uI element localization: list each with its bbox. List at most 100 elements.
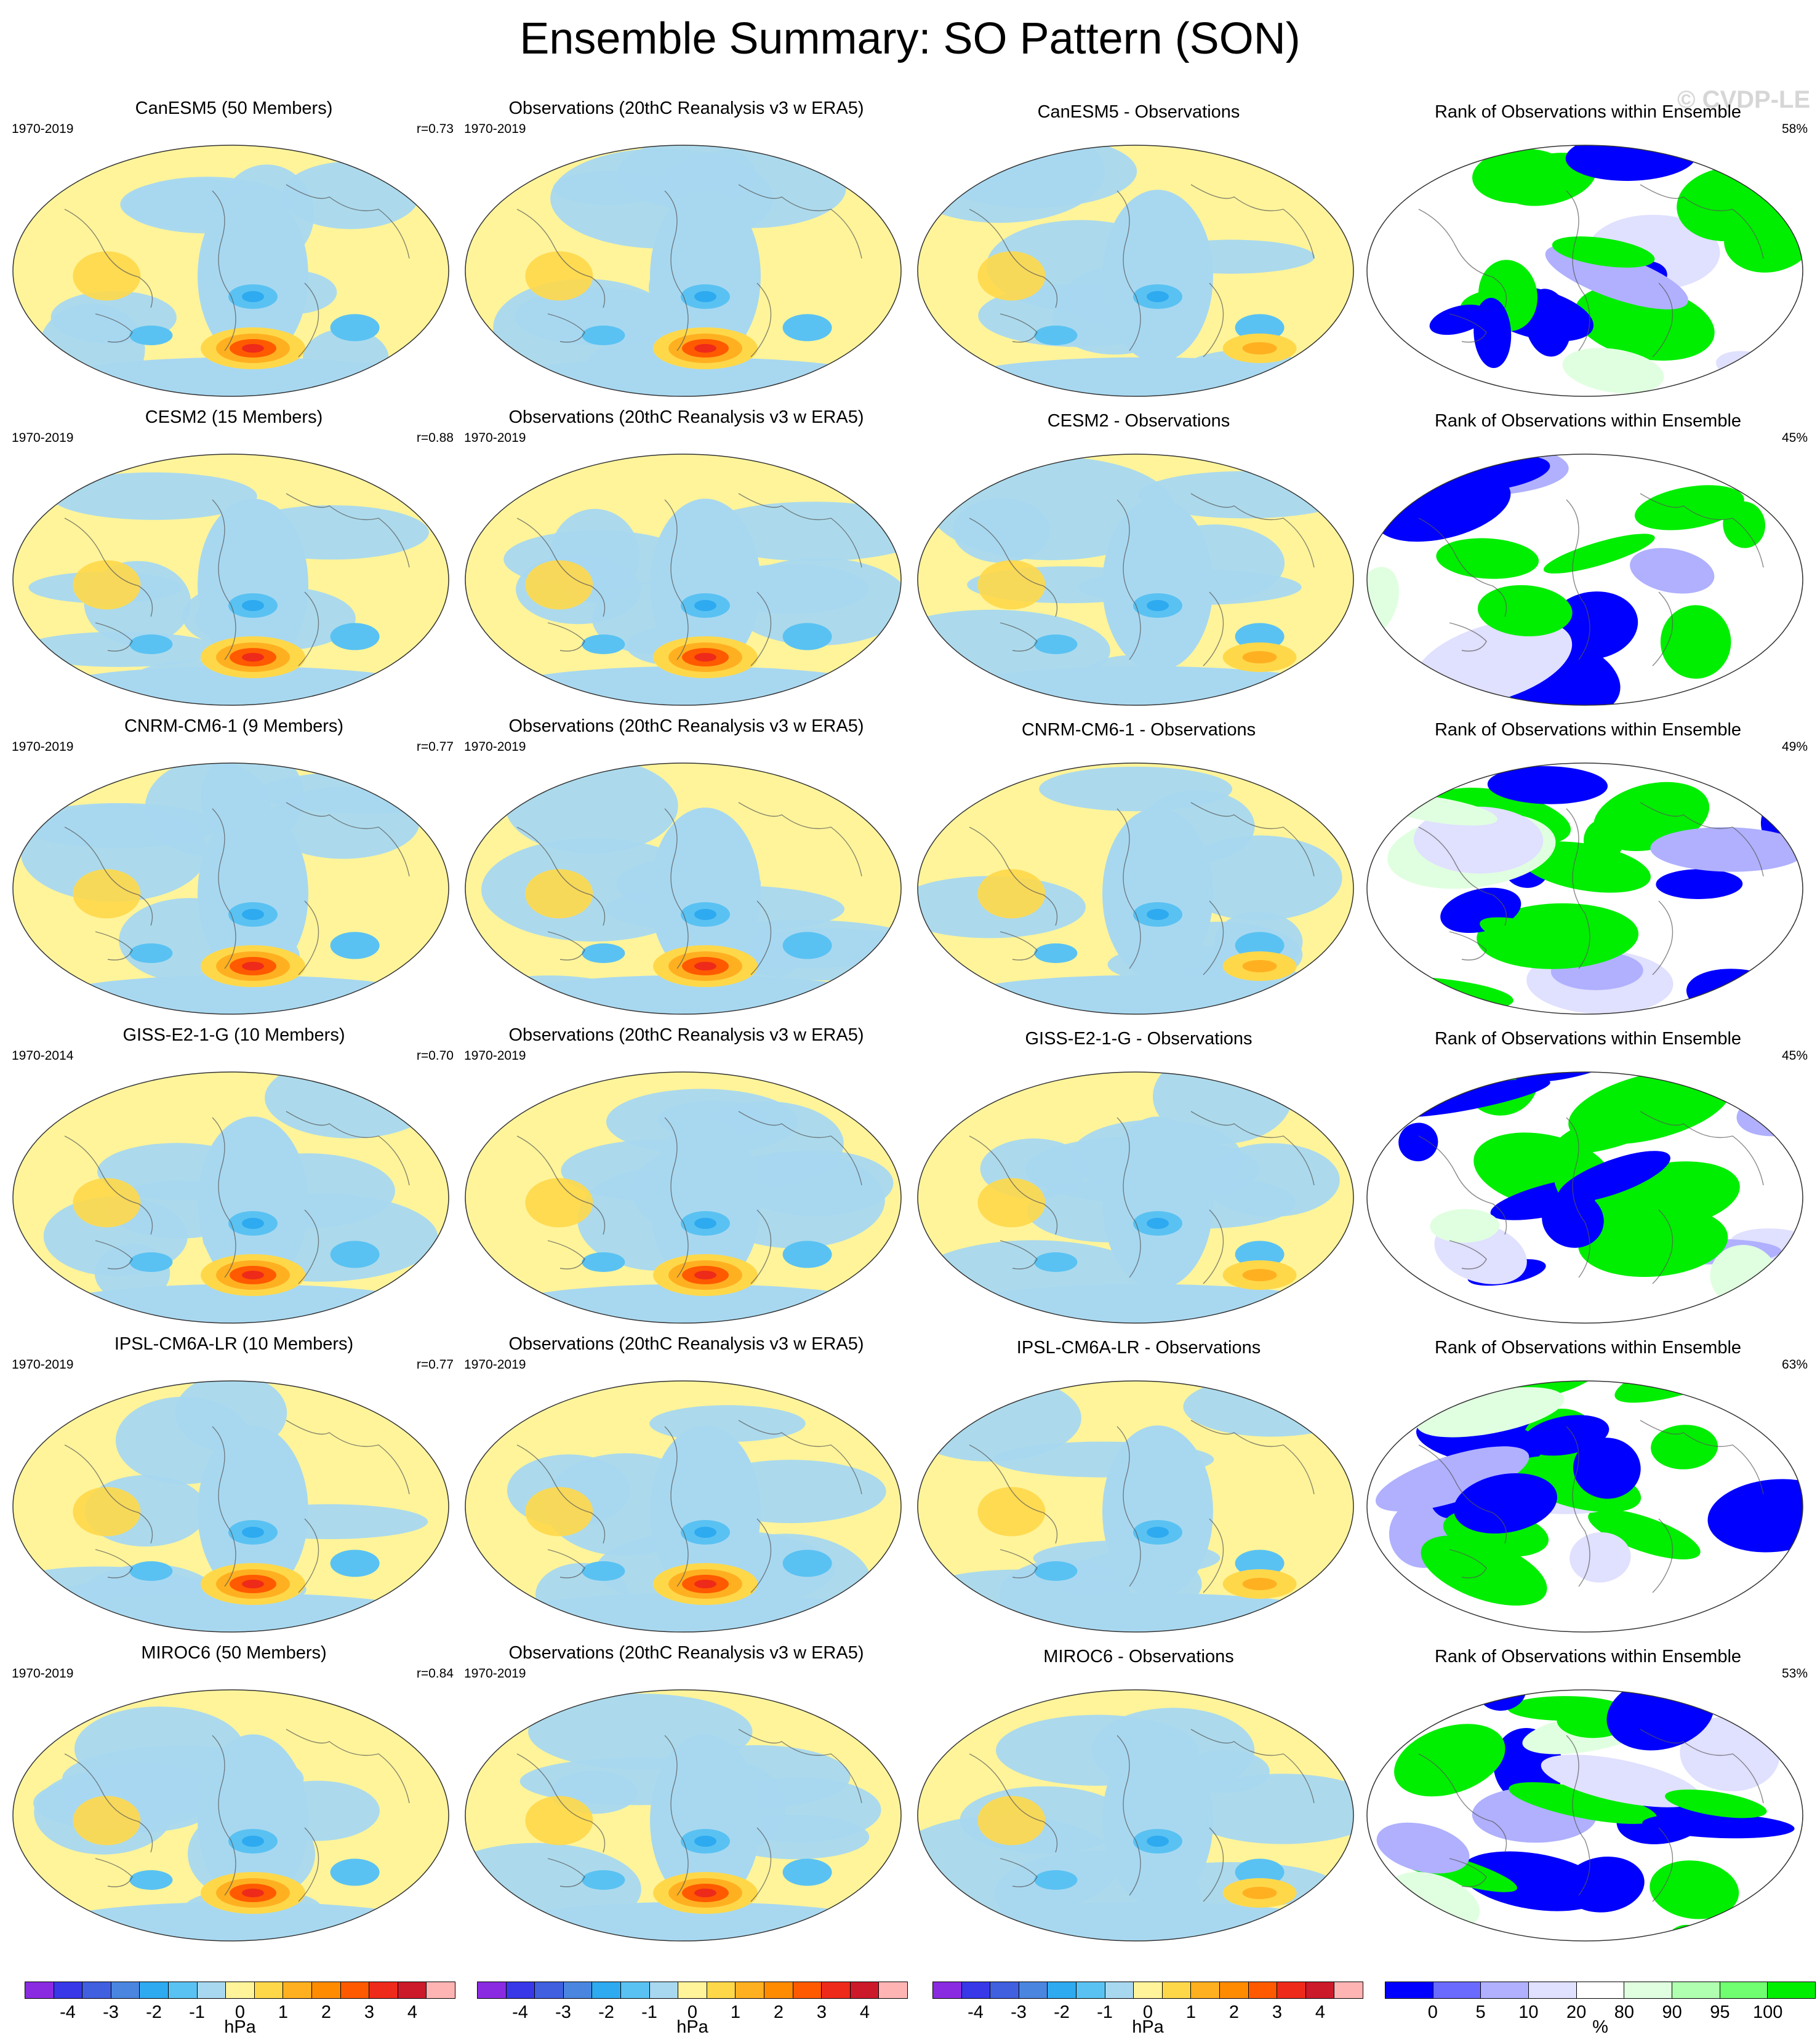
colorbar-swatch — [1385, 1982, 1433, 1998]
colorbar-tick-label: -4 — [968, 2002, 984, 2022]
colorbar-tick-label: 1 — [1185, 2002, 1197, 2022]
model-map — [12, 1380, 449, 1633]
panel-title: CNRM-CM6-1 - Observations — [1021, 720, 1256, 740]
rank-panel: Rank of Observations within Ensemble 58% — [1363, 98, 1813, 406]
panel-years: 1970-2019 — [464, 122, 526, 136]
diff-map — [917, 454, 1354, 706]
panel-years: 1970-2019 — [464, 1358, 526, 1372]
panel-title: CESM2 (15 Members) — [145, 407, 323, 427]
panel-rank-percent: 58% — [1781, 122, 1808, 136]
panel-years: 1970-2019 — [464, 740, 526, 754]
colorbar-swatch — [1162, 1982, 1192, 1998]
colorbar-tick-label: 3 — [816, 2002, 827, 2022]
panel-years: 1970-2014 — [12, 1049, 74, 1063]
colorbar-swatch — [140, 1982, 169, 1998]
panel-years: 1970-2019 — [464, 1049, 526, 1063]
colorbar-swatch — [649, 1982, 679, 1998]
colorbar-tick-label: -2 — [146, 2002, 162, 2022]
colorbar-tick-label: 0 — [235, 2002, 246, 2022]
colorbar-swatch — [1076, 1982, 1105, 1998]
rank-map — [1366, 1071, 1803, 1324]
colorbar-tick-label: 0 — [1427, 2002, 1438, 2022]
colorbar-tick-label: 4 — [1315, 2002, 1326, 2022]
colorbar-tick-label: 0 — [687, 2002, 698, 2022]
panel-title: Rank of Observations within Ensemble — [1434, 102, 1742, 122]
model-panel: CNRM-CM6-1 (9 Members) 1970-2019 r=0.77 — [9, 716, 459, 1024]
difference-panel: MIROC6 - Observations — [914, 1643, 1363, 1951]
panel-title: MIROC6 (50 Members) — [141, 1643, 327, 1663]
colorbar-swatch — [398, 1982, 427, 1998]
model-panel: CanESM5 (50 Members) 1970-2019 r=0.73 — [9, 98, 459, 406]
colorbar-tick-label: -1 — [189, 2002, 205, 2022]
model-panel: GISS-E2-1-G (10 Members) 1970-2014 r=0.70 — [9, 1025, 459, 1333]
obs-map — [465, 762, 902, 1015]
model-map — [12, 762, 449, 1015]
diff-map — [917, 1689, 1354, 1942]
colorbar-swatch — [592, 1982, 621, 1998]
obs-map — [465, 1689, 902, 1942]
colorbar-swatch — [340, 1982, 370, 1998]
observations-panel: Observations (20thC Reanalysis v3 w ERA5… — [462, 1643, 911, 1951]
colorbar-swatch — [254, 1982, 284, 1998]
panel-title: Rank of Observations within Ensemble — [1434, 411, 1742, 431]
panel-title: Observations (20thC Reanalysis v3 w ERA5… — [508, 1025, 864, 1045]
colorbar-unit: hPa — [676, 2017, 708, 2037]
panel-rank-percent: 45% — [1781, 1049, 1808, 1063]
colorbar-swatch — [1529, 1982, 1577, 1998]
panel-title: CESM2 - Observations — [1047, 411, 1230, 431]
colorbar-unit: % — [1592, 2017, 1608, 2037]
diff-map — [917, 1380, 1354, 1633]
colorbar-swatch — [311, 1982, 341, 1998]
panel-correlation: r=0.77 — [416, 1358, 454, 1372]
colorbar-tick-label: -2 — [1054, 2002, 1070, 2022]
colorbar-tick-label: 3 — [1272, 2002, 1283, 2022]
colorbar-ticks: -4 -3 -2 -1 0 1 2 3 4 — [932, 2002, 1363, 2025]
observations-panel: Observations (20thC Reanalysis v3 w ERA5… — [462, 1025, 911, 1333]
colorbar-swatch — [563, 1982, 593, 1998]
colorbar-boxes — [477, 1982, 908, 1999]
colorbar-tick-label: 90 — [1662, 2002, 1682, 2022]
colorbar-swatch — [990, 1982, 1019, 1998]
panel-title: Observations (20thC Reanalysis v3 w ERA5… — [508, 1334, 864, 1354]
colorbar-tick-label: 4 — [407, 2002, 418, 2022]
colorbar-swatch — [506, 1982, 535, 1998]
colorbar-swatch — [1019, 1982, 1048, 1998]
colorbar-swatch — [850, 1982, 880, 1998]
panel-title: Observations (20thC Reanalysis v3 w ERA5… — [508, 98, 864, 118]
obs-map — [465, 1380, 902, 1633]
colorbar-swatch — [197, 1982, 226, 1998]
colorbar-swatch — [1277, 1982, 1306, 1998]
difference-panel: GISS-E2-1-G - Observations — [914, 1025, 1363, 1333]
colorbar-ticks: 0 5 10 20 80 90 95 100 — [1385, 2002, 1816, 2025]
rank-map — [1366, 1689, 1803, 1942]
model-map — [12, 1689, 449, 1942]
model-map — [12, 145, 449, 397]
obs-map — [465, 1071, 902, 1324]
colorbar-unit: hPa — [1132, 2017, 1164, 2037]
colorbar-swatch — [1305, 1982, 1335, 1998]
panel-years: 1970-2019 — [12, 1666, 74, 1681]
colorbar-swatch — [678, 1982, 707, 1998]
colorbar-swatch — [82, 1982, 111, 1998]
panel-years: 1970-2019 — [12, 431, 74, 445]
panel-title: GISS-E2-1-G - Observations — [1025, 1029, 1253, 1049]
diff-map — [917, 762, 1354, 1015]
colorbar-tick-label: 100 — [1753, 2002, 1783, 2022]
model-panel: CESM2 (15 Members) 1970-2019 r=0.88 — [9, 407, 459, 715]
colorbar-tick-label: -2 — [598, 2002, 614, 2022]
colorbar-swatch — [111, 1982, 140, 1998]
colorbar-tick-label: -3 — [555, 2002, 571, 2022]
colorbar-swatch — [427, 1982, 455, 1998]
panel-years: 1970-2019 — [464, 431, 526, 445]
rank-panel: Rank of Observations within Ensemble 45% — [1363, 407, 1813, 715]
colorbar-tick-label: 80 — [1614, 2002, 1635, 2022]
colorbar-ticks: -4 -3 -2 -1 0 1 2 3 4 — [477, 2002, 908, 2025]
panel-years: 1970-2019 — [12, 122, 74, 136]
colorbar-swatch — [793, 1982, 822, 1998]
obs-map — [465, 145, 902, 397]
model-panel: IPSL-CM6A-LR (10 Members) 1970-2019 r=0.77 — [9, 1334, 459, 1642]
colorbar-tick-label: 1 — [278, 2002, 289, 2022]
colorbar-tick-label: 2 — [773, 2002, 784, 2022]
panel-correlation: r=0.70 — [416, 1049, 454, 1063]
colorbar-tick-label: -1 — [641, 2002, 657, 2022]
